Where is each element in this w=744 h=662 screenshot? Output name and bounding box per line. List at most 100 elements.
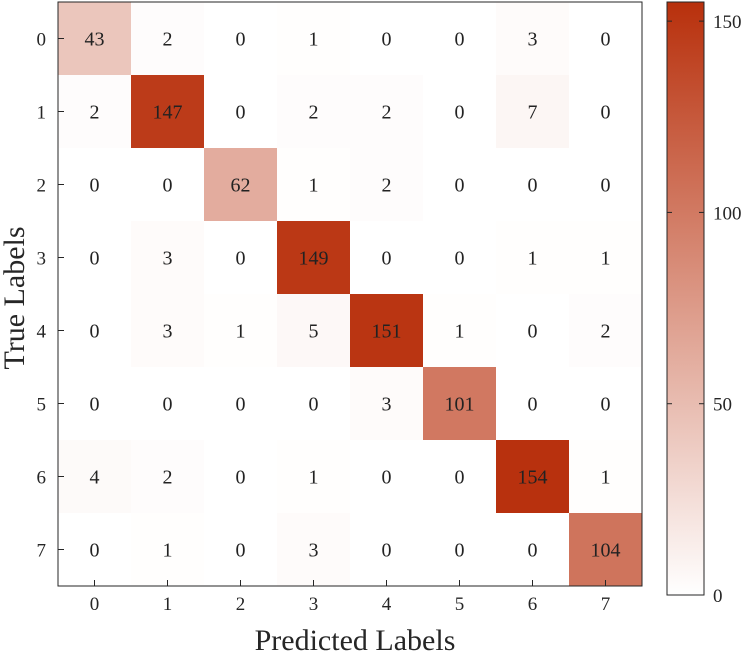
cell-value-r1-c6: 7 (528, 102, 538, 124)
cell-value-r6-c1: 2 (163, 467, 173, 489)
heatmap-cell-r6-c1 (131, 440, 205, 514)
heatmap-cell-r5-c4 (350, 367, 424, 441)
heatmap-cell-r1-c6 (496, 75, 570, 149)
cell-value-r1-c3: 2 (309, 102, 319, 124)
cell-value-r3-c3: 149 (299, 248, 329, 270)
heatmap-cell-r3-c1 (131, 221, 205, 295)
cell-value-r0-c4: 0 (382, 29, 392, 51)
y-tick-label-7: 7 (37, 541, 47, 562)
heatmap-cell-r5-c7 (569, 367, 643, 441)
cell-value-r4-c3: 5 (309, 321, 319, 343)
cell-value-r6-c5: 0 (455, 467, 465, 489)
cell-value-r7-c4: 0 (382, 540, 392, 562)
heatmap-cell-r7-c4 (350, 513, 424, 587)
cell-value-r3-c2: 0 (236, 248, 246, 270)
heatmap-cell-r1-c1 (131, 75, 205, 149)
heatmap-cell-r2-c0 (58, 148, 132, 222)
cell-value-r1-c5: 0 (455, 102, 465, 124)
cell-value-r7-c2: 0 (236, 540, 246, 562)
heatmap-cell-r6-c4 (350, 440, 424, 514)
heatmap-cell-r4-c2 (204, 294, 278, 368)
cell-value-r6-c6: 154 (518, 467, 548, 489)
cell-value-r1-c0: 2 (90, 102, 100, 124)
cell-value-r1-c4: 2 (382, 102, 392, 124)
heatmap-cell-r4-c5 (423, 294, 497, 368)
cell-value-r4-c7: 2 (601, 321, 611, 343)
heatmap-cell-r2-c5 (423, 148, 497, 222)
heatmap-cell-r3-c7 (569, 221, 643, 295)
cell-value-r6-c2: 0 (236, 467, 246, 489)
y-tick-label-6: 6 (37, 468, 47, 489)
colorbar-tick-label-50: 50 (713, 395, 732, 416)
cell-value-r4-c5: 1 (455, 321, 465, 343)
cell-value-r1-c1: 147 (153, 102, 183, 124)
x-tick-label-5: 5 (455, 594, 465, 615)
colorbar-frame (666, 1, 705, 596)
cell-value-r0-c5: 0 (455, 29, 465, 51)
cell-value-r2-c3: 1 (309, 175, 319, 197)
cell-value-r1-c7: 0 (601, 102, 611, 124)
cell-value-r3-c6: 1 (528, 248, 538, 270)
heatmap-cell-r7-c7 (569, 513, 643, 587)
heatmap-cell-r6-c2 (204, 440, 278, 514)
heatmap-cell-r0-c6 (496, 2, 570, 76)
heatmap-cell-r7-c6 (496, 513, 570, 587)
cell-value-r2-c6: 0 (528, 175, 538, 197)
cell-value-r5-c5: 101 (445, 394, 475, 416)
y-axis-ticks: 0 1 2 3 4 5 6 7 (37, 30, 64, 562)
cell-value-r7-c1: 1 (163, 540, 173, 562)
cell-value-r0-c6: 3 (528, 29, 538, 51)
cell-value-r2-c4: 2 (382, 175, 392, 197)
heatmap-cell-r7-c5 (423, 513, 497, 587)
colorbar-gradient (667, 2, 704, 595)
cell-value-r3-c0: 0 (90, 248, 100, 270)
heatmap-cell-r4-c1 (131, 294, 205, 368)
heatmap-cell-r5-c1 (131, 367, 205, 441)
y-tick-label-4: 4 (37, 322, 47, 343)
cell-value-r6-c3: 1 (309, 467, 319, 489)
x-axis-title: Predicted Labels (255, 624, 456, 657)
cell-value-r3-c4: 0 (382, 248, 392, 270)
cell-value-r4-c0: 0 (90, 321, 100, 343)
x-tick-label-7: 7 (601, 594, 611, 615)
heatmap-cell-r4-c6 (496, 294, 570, 368)
heatmap-cell-r1-c3 (277, 75, 351, 149)
heatmap-cell-r4-c3 (277, 294, 351, 368)
y-axis-title: True Labels (0, 226, 31, 369)
cell-value-r2-c2: 62 (231, 175, 251, 197)
heatmap-cell-r2-c3 (277, 148, 351, 222)
heatmap-cell-r3-c0 (58, 221, 132, 295)
cell-value-r2-c5: 0 (455, 175, 465, 197)
heatmap-cell-r6-c7 (569, 440, 643, 514)
heatmap-cell-r3-c2 (204, 221, 278, 295)
heatmap-cell-r2-c2 (204, 148, 278, 222)
cell-value-r4-c1: 3 (163, 321, 173, 343)
heatmap-cell-r3-c4 (350, 221, 424, 295)
heatmap-cell-r6-c3 (277, 440, 351, 514)
cell-value-r5-c7: 0 (601, 394, 611, 416)
cell-value-r0-c2: 0 (236, 29, 246, 51)
colorbar-tick-label-100: 100 (713, 203, 742, 224)
heatmap-cell-r0-c2 (204, 2, 278, 76)
heatmap-cell-r0-c5 (423, 2, 497, 76)
colorbar: 0 50 100 150 (666, 1, 742, 607)
x-tick-label-4: 4 (382, 594, 392, 615)
cell-value-r5-c0: 0 (90, 394, 100, 416)
heatmap-cell-r4-c4 (350, 294, 424, 368)
cell-value-r1-c2: 0 (236, 102, 246, 124)
cell-value-r7-c3: 3 (309, 540, 319, 562)
heatmap-cells (57, 1, 643, 587)
heatmap-cell-r1-c0 (58, 75, 132, 149)
heatmap-cell-r4-c0 (58, 294, 132, 368)
heatmap-cell-r5-c3 (277, 367, 351, 441)
heatmap-cell-r0-c7 (569, 2, 643, 76)
cell-value-r4-c6: 0 (528, 321, 538, 343)
cell-value-r7-c0: 0 (90, 540, 100, 562)
y-tick-label-0: 0 (37, 30, 47, 51)
heatmap-cell-r1-c5 (423, 75, 497, 149)
heatmap-cell-r2-c1 (131, 148, 205, 222)
heatmap-cell-r2-c4 (350, 148, 424, 222)
heatmap-cell-r0-c0 (58, 2, 132, 76)
y-tick-label-3: 3 (37, 249, 47, 270)
